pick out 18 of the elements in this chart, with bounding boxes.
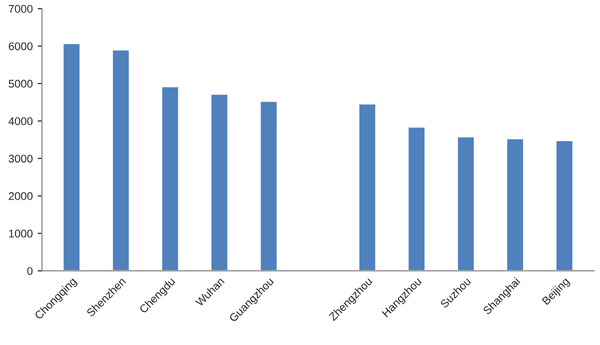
y-tick-label: 6000: [8, 42, 33, 50]
bar: [506, 138, 524, 271]
y-tick-label: 0: [27, 267, 33, 275]
y-tick-label: 2000: [8, 192, 33, 200]
y-tick-label: 5000: [8, 80, 33, 88]
bar: [555, 140, 574, 271]
y-tick-label: 4000: [8, 117, 33, 126]
bar: [160, 86, 180, 271]
y-tick-label: 7000: [8, 4, 33, 13]
bar: [456, 136, 476, 271]
bar: [259, 100, 278, 271]
bar: [358, 103, 377, 271]
bar: [112, 49, 130, 271]
bar: [62, 42, 81, 271]
bar: [407, 126, 426, 271]
y-tick-label: 3000: [8, 154, 33, 163]
y-tick-label: 1000: [9, 230, 33, 238]
bar: [210, 93, 229, 271]
